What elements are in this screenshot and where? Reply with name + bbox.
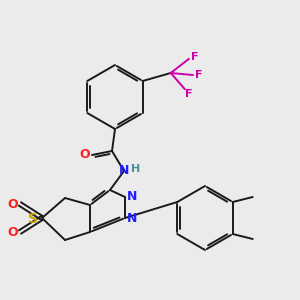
- Text: N: N: [119, 164, 129, 178]
- Text: N: N: [127, 190, 137, 202]
- Text: S: S: [28, 212, 38, 226]
- Text: N: N: [127, 212, 137, 226]
- Text: F: F: [185, 89, 193, 99]
- Text: F: F: [191, 52, 199, 62]
- Text: O: O: [8, 226, 18, 238]
- Text: O: O: [80, 148, 90, 161]
- Text: H: H: [131, 164, 141, 174]
- Text: O: O: [8, 197, 18, 211]
- Text: F: F: [195, 70, 202, 80]
